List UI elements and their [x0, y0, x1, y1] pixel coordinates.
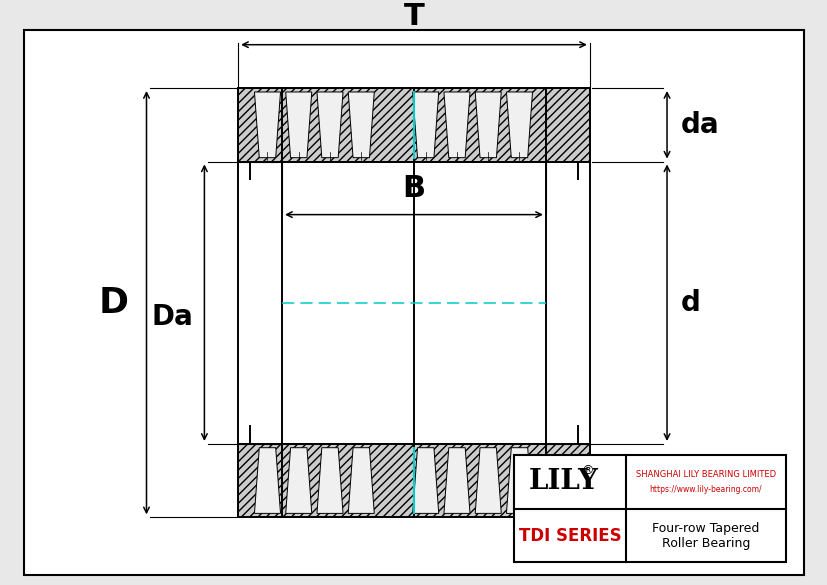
- Bar: [514, 455, 785, 562]
- Polygon shape: [506, 92, 532, 158]
- Text: TDI SERIES: TDI SERIES: [518, 526, 620, 545]
- Text: B: B: [402, 174, 425, 203]
- Polygon shape: [506, 448, 532, 514]
- Polygon shape: [348, 92, 374, 158]
- Polygon shape: [254, 448, 280, 514]
- Polygon shape: [475, 448, 500, 514]
- Text: LILY: LILY: [528, 469, 598, 495]
- Bar: [238, 88, 414, 161]
- Polygon shape: [412, 92, 438, 158]
- Bar: [238, 444, 414, 517]
- Text: d: d: [680, 288, 700, 316]
- Polygon shape: [317, 448, 342, 514]
- Polygon shape: [443, 448, 470, 514]
- Text: SHANGHAI LILY BEARING LIMITED: SHANGHAI LILY BEARING LIMITED: [635, 470, 775, 479]
- Text: Da: Da: [151, 303, 193, 331]
- Text: T: T: [403, 2, 424, 31]
- Polygon shape: [317, 92, 342, 158]
- Polygon shape: [285, 448, 312, 514]
- Text: da: da: [680, 111, 719, 139]
- Polygon shape: [412, 448, 438, 514]
- Text: D: D: [99, 285, 129, 319]
- Text: Four-row Tapered
Roller Bearing: Four-row Tapered Roller Bearing: [651, 522, 758, 549]
- Text: ®: ®: [581, 464, 593, 477]
- Bar: [414, 444, 589, 517]
- Polygon shape: [475, 92, 500, 158]
- Bar: [414, 88, 589, 161]
- Text: https://www.lily-bearing.com/: https://www.lily-bearing.com/: [648, 485, 761, 494]
- Polygon shape: [443, 92, 470, 158]
- Polygon shape: [254, 92, 280, 158]
- Polygon shape: [285, 92, 312, 158]
- Polygon shape: [348, 448, 374, 514]
